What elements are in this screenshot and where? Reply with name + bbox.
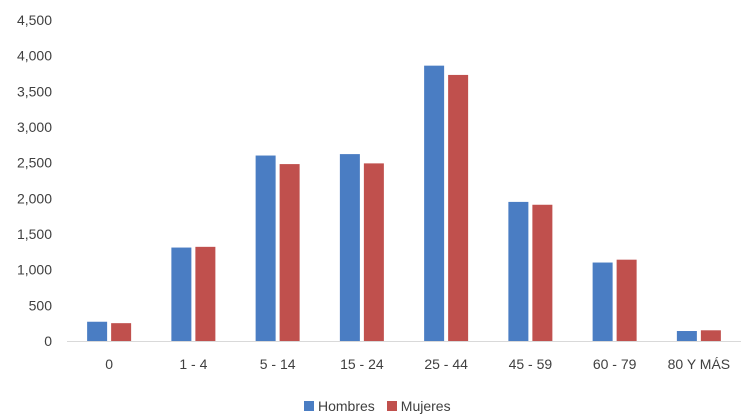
y-tick-label: 3,000 xyxy=(17,119,52,135)
legend-swatch-mujeres xyxy=(386,401,397,411)
y-tick-label: 1,000 xyxy=(17,262,52,278)
y-tick-label: 3,500 xyxy=(17,83,52,99)
y-tick-label: 2,500 xyxy=(17,155,52,171)
bar-mujeres xyxy=(448,74,469,341)
bars xyxy=(87,65,721,342)
y-tick-label: 4,500 xyxy=(17,12,52,28)
x-tick-label: 0 xyxy=(105,356,113,372)
y-tick-label: 4,000 xyxy=(17,48,52,64)
bar-mujeres xyxy=(363,163,384,341)
bar-mujeres xyxy=(111,323,132,341)
x-tick-label: 5 - 14 xyxy=(260,356,296,372)
bar-hombres xyxy=(508,201,529,341)
x-tick-label: 1 - 4 xyxy=(179,356,207,372)
bar-mujeres xyxy=(616,259,637,341)
bar-hombres xyxy=(676,331,697,341)
bar-hombres xyxy=(87,321,108,341)
y-axis: 0 500 1,000 1,500 2,000 2,500 3,000 3,500 4,000 4… xyxy=(17,12,52,349)
y-tick-label: 0 xyxy=(44,333,52,349)
x-tick-label: 80 Y MÁS xyxy=(668,356,731,372)
x-tick-label: 60 - 79 xyxy=(593,356,637,372)
legend-swatch-hombres xyxy=(304,401,314,411)
y-tick-label: 500 xyxy=(29,297,53,313)
legend-label-mujeres: Mujeres xyxy=(400,398,451,414)
bar-mujeres xyxy=(279,164,300,341)
legend-item-hombres: Hombres xyxy=(304,398,375,414)
bar-mujeres xyxy=(532,204,553,341)
x-tick-label: 45 - 59 xyxy=(509,356,553,372)
legend-label-hombres: Hombres xyxy=(318,398,375,414)
bar-hombres xyxy=(339,154,360,341)
bar-mujeres xyxy=(700,330,721,341)
bar-hombres xyxy=(592,262,613,341)
x-axis: 0 1 - 4 5 - 14 15 - 24 25 - 44 45 - 59 60 - 79… xyxy=(67,341,741,372)
bar-mujeres xyxy=(195,246,216,341)
bar-hombres xyxy=(255,155,276,341)
y-tick-label: 1,500 xyxy=(17,226,52,242)
x-tick-label: 15 - 24 xyxy=(340,356,384,372)
legend: Hombres Mujeres xyxy=(304,396,451,416)
y-tick-label: 2,000 xyxy=(17,190,52,206)
bar-hombres xyxy=(424,65,445,342)
legend-item-mujeres: Mujeres xyxy=(386,398,451,414)
x-tick-label: 25 - 44 xyxy=(424,356,468,372)
bar-hombres xyxy=(171,247,192,341)
